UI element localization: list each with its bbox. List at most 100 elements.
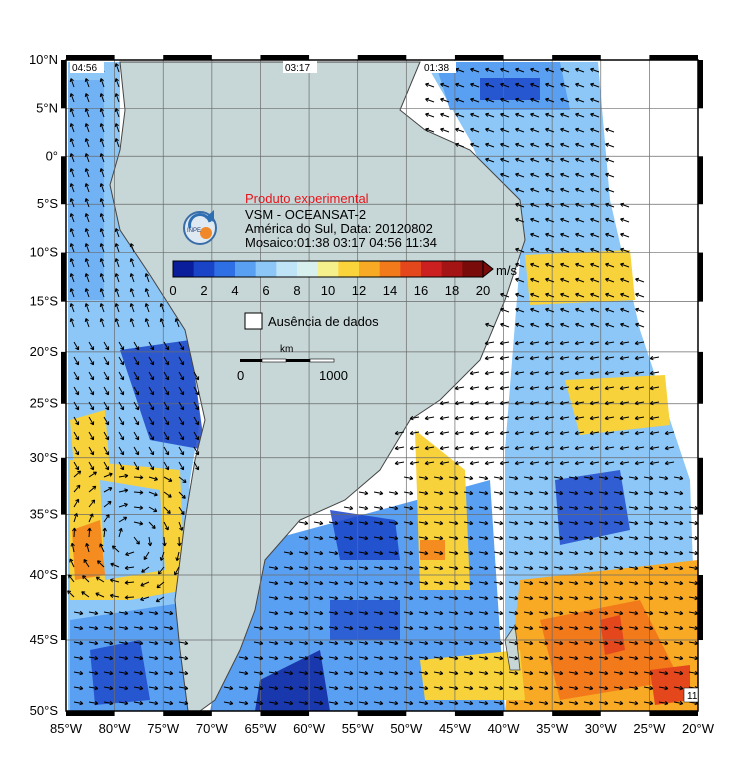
wind-arrow: [643, 610, 654, 616]
wind-arrow: [523, 625, 534, 631]
wind-arrow: [635, 292, 645, 298]
wind-arrow: [73, 461, 80, 471]
wind-arrow: [523, 505, 534, 511]
wind-arrow: [568, 685, 579, 691]
wind-arrow: [403, 505, 414, 511]
wind-arrow: [673, 580, 684, 586]
colorbar-tick: 16: [414, 283, 428, 298]
wind-arrow: [88, 341, 95, 351]
wind-arrow: [673, 550, 684, 556]
wind-arrow: [118, 341, 125, 351]
wind-arrow: [118, 401, 125, 411]
wind-arrow: [148, 386, 155, 396]
wind-arrow: [358, 505, 369, 511]
wind-arrow: [193, 416, 200, 426]
wind-arrow: [403, 640, 414, 646]
wind-arrow: [114, 318, 120, 328]
wind-arrow: [583, 550, 594, 556]
wind-arrow: [343, 685, 354, 691]
wind-arrow: [133, 341, 140, 351]
wind-arrow: [575, 217, 585, 223]
wind-arrow: [493, 655, 504, 661]
wind-arrow: [84, 198, 90, 208]
colorbar-tick: 10: [321, 283, 335, 298]
colorbar-tick: 6: [262, 283, 269, 298]
wind-arrow: [103, 401, 110, 411]
wind-arrow: [544, 400, 555, 406]
wind-arrow: [448, 610, 459, 616]
wind-arrow: [560, 202, 570, 208]
colorbar-tick: 8: [293, 283, 300, 298]
wind-arrow: [103, 386, 110, 396]
border-check: [649, 55, 698, 60]
wind-arrow: [448, 490, 459, 496]
wind-arrow: [649, 370, 660, 376]
wind-arrow: [598, 595, 609, 601]
wind-arrow: [433, 685, 444, 691]
wind-arrow: [605, 277, 615, 283]
wind-arrow: [484, 445, 495, 451]
wind-arrow: [478, 580, 489, 586]
wind-arrow: [439, 415, 450, 421]
wind-arrow: [598, 520, 609, 526]
wind-arrow: [84, 153, 90, 163]
wind-arrow: [193, 386, 200, 396]
wind-arrow: [448, 595, 459, 601]
wind-arrow: [613, 640, 624, 646]
wind-arrow: [560, 232, 570, 238]
wind-arrow: [328, 535, 339, 541]
wind-arrow: [628, 490, 639, 496]
wind-arrow: [283, 655, 294, 661]
wind-arrow: [133, 670, 144, 676]
wind-arrow: [73, 386, 80, 396]
wind-arrow: [500, 307, 510, 313]
wind-arrow: [514, 430, 525, 436]
wind-arrow: [163, 670, 174, 676]
wind-arrow: [658, 700, 669, 706]
lon-label: 60°W: [293, 721, 326, 736]
lon-label: 30°W: [585, 721, 618, 736]
wind-arrow: [148, 625, 159, 631]
wind-arrow: [493, 475, 504, 481]
wind-arrow: [448, 475, 459, 481]
wind-arrow: [575, 172, 585, 178]
wind-arrow: [73, 640, 84, 646]
wind-arrow: [84, 273, 90, 283]
wind-arrow: [103, 356, 110, 366]
wind-arrow: [178, 461, 185, 471]
wind-arrow: [559, 400, 570, 406]
wind-arrow: [589, 460, 600, 466]
wind-arrow: [455, 142, 465, 148]
wind-arrow: [673, 640, 684, 646]
wind-arrow: [388, 580, 399, 586]
wind-arrow: [328, 640, 339, 646]
wind-arrow: [298, 550, 309, 556]
wind-arrow: [103, 461, 110, 471]
wind-arrow: [409, 460, 420, 466]
wind-arrow: [118, 527, 123, 538]
wind-arrow: [529, 460, 540, 466]
wind-arrow: [118, 516, 128, 523]
wind-arrow: [628, 625, 639, 631]
wind-arrow: [613, 685, 624, 691]
wind-arrow: [82, 575, 90, 583]
wind-arrow: [493, 565, 504, 571]
wind-arrow: [69, 228, 75, 238]
wind-arrow: [658, 610, 669, 616]
wind-arrow: [69, 108, 75, 118]
wind-arrow: [163, 491, 172, 498]
wind-arrow: [103, 610, 114, 616]
wind-arrow: [500, 172, 510, 178]
corner-badge: 11: [687, 691, 698, 702]
wind-arrow: [613, 610, 624, 616]
wind-arrow: [538, 655, 549, 661]
wind-arrow: [409, 415, 420, 421]
wind-arrow: [553, 685, 564, 691]
wind-arrow: [538, 685, 549, 691]
wind-arrow: [545, 157, 555, 163]
wind-arrow: [133, 536, 140, 545]
wind-arrow: [313, 625, 324, 631]
wind-arrow: [388, 505, 399, 511]
wind-arrow: [418, 655, 429, 661]
